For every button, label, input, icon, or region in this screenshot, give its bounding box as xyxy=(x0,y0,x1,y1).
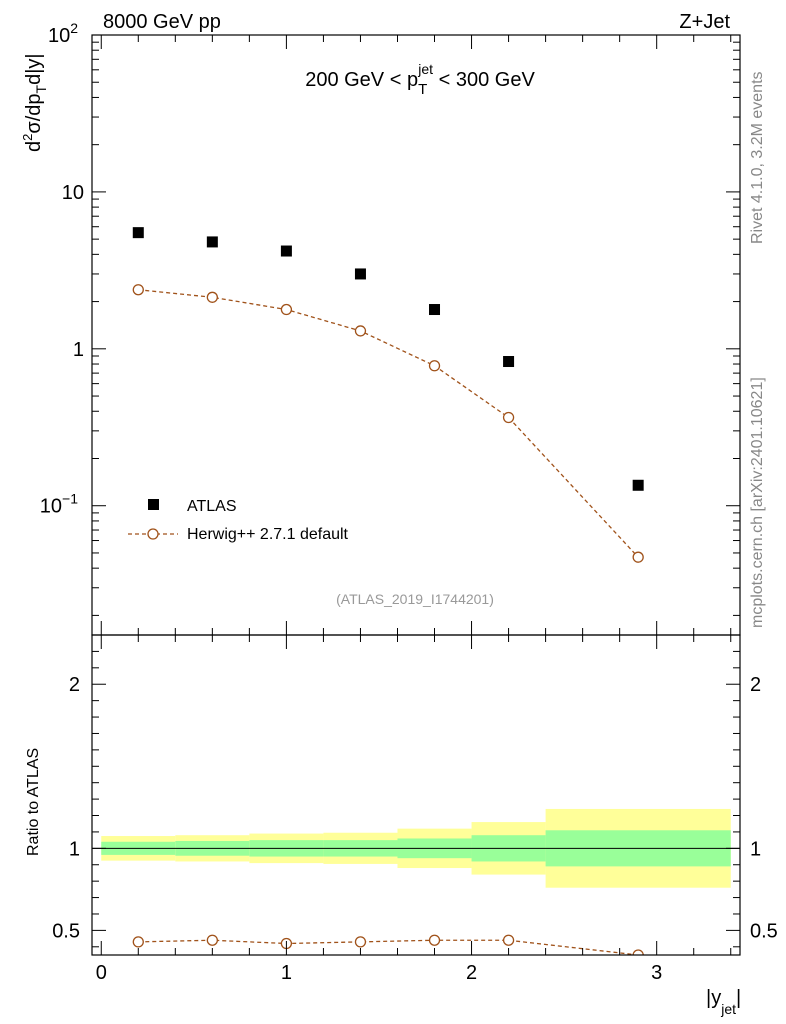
ratio-xtick-label: 1 xyxy=(281,962,292,984)
main-ytick-label: 1 xyxy=(73,339,84,361)
ratio-frame xyxy=(91,634,741,956)
xlabel-sub: jet xyxy=(720,1001,736,1017)
main-marks xyxy=(132,227,644,563)
main-ytick-label: 102 xyxy=(48,20,78,47)
legend-label-herwig: Herwig++ 2.7.1 default xyxy=(187,526,349,543)
main-ylabel: d2σ/dpTd|y| xyxy=(20,53,49,152)
ylabel-end: d|y| xyxy=(23,53,45,85)
ratio-ytick-label-left: 0.5 xyxy=(52,920,80,942)
title-sub: T xyxy=(418,81,427,98)
main-ytick-label: 10−1 xyxy=(40,491,78,518)
legend-marker-atlas xyxy=(148,499,159,510)
xlabel-main: |y xyxy=(706,987,721,1009)
herwig-point xyxy=(632,551,644,563)
main-axes: 102 10 1 10−1 xyxy=(40,20,740,635)
main-ytick-label: 10 xyxy=(62,182,84,204)
ylabel-mid: σ/dp xyxy=(23,93,45,133)
legend-label-atlas: ATLAS xyxy=(187,498,237,515)
atlas-point xyxy=(132,227,144,239)
ratio-herwig-point xyxy=(354,936,367,948)
title-post: < 300 GeV xyxy=(433,69,535,91)
title-sup: jet xyxy=(417,61,433,77)
atlas-point xyxy=(354,268,366,280)
mcplots-label: mcplots.cern.ch [arXiv:2401.10621] xyxy=(749,377,766,628)
ratio-ytick-label-left: 1 xyxy=(69,838,80,860)
atlas-point xyxy=(429,304,441,316)
ratio-ytick-label-right: 0.5 xyxy=(750,920,778,942)
ratio-herwig-point xyxy=(206,934,218,946)
ratio-ytick-label-right: 2 xyxy=(750,674,761,696)
analysis-tag: (ATLAS_2019_I1744201) xyxy=(336,591,494,607)
ratio-herwig-point xyxy=(132,936,144,948)
header-right: Z+Jet xyxy=(679,11,730,33)
ratio-marks xyxy=(132,934,644,955)
ratio-xlabel: |yjet| xyxy=(706,987,741,1017)
legend-marker-herwig xyxy=(147,528,159,540)
atlas-point xyxy=(280,245,292,257)
herwig-point xyxy=(354,325,367,337)
ratio-ytick-label-right: 1 xyxy=(750,838,761,860)
ratio-ytick-label-left: 2 xyxy=(69,674,80,696)
herwig-line xyxy=(138,289,639,558)
ratio-herwig-point xyxy=(502,934,515,946)
atlas-point xyxy=(503,356,515,368)
ratio-panel: 0.5 0.5 1 1 2 2 0 1 2 3 Ratio to ATLAS |yjet| xyxy=(25,634,778,1017)
legend: ATLAS Herwig++ 2.7.1 default xyxy=(128,498,349,543)
ratio-series-group xyxy=(132,934,644,955)
ylabel-sub: T xyxy=(33,84,49,93)
xlabel-end: | xyxy=(736,987,741,1009)
herwig-point xyxy=(206,291,218,303)
ylabel-d: d xyxy=(23,141,45,152)
rivet-label: Rivet 4.1.0, 3.2M events xyxy=(749,71,766,244)
ratio-ylabel: Ratio to ATLAS xyxy=(25,748,42,856)
ratio-herwig-point xyxy=(632,949,644,955)
ratio-herwig-point xyxy=(428,934,441,946)
herwig-point xyxy=(428,360,441,372)
ratio-xtick-label: 3 xyxy=(651,962,662,984)
ratio-axes: 0.5 0.5 1 1 2 2 0 1 2 3 xyxy=(52,634,778,984)
main-frame xyxy=(91,34,741,636)
ratio-xtick-label: 0 xyxy=(96,962,107,984)
herwig-point xyxy=(280,303,293,316)
main-title: 200 GeV < pTjet < 300 GeV xyxy=(305,61,535,98)
ylabel-two: 2 xyxy=(20,134,35,141)
title-pre: 200 GeV < p xyxy=(305,69,418,91)
header-left: 8000 GeV pp xyxy=(103,11,221,33)
atlas-point xyxy=(206,236,218,248)
ratio-xtick-label: 2 xyxy=(466,962,477,984)
herwig-point xyxy=(502,411,515,424)
atlas-point xyxy=(632,479,644,491)
herwig-point xyxy=(132,284,144,296)
